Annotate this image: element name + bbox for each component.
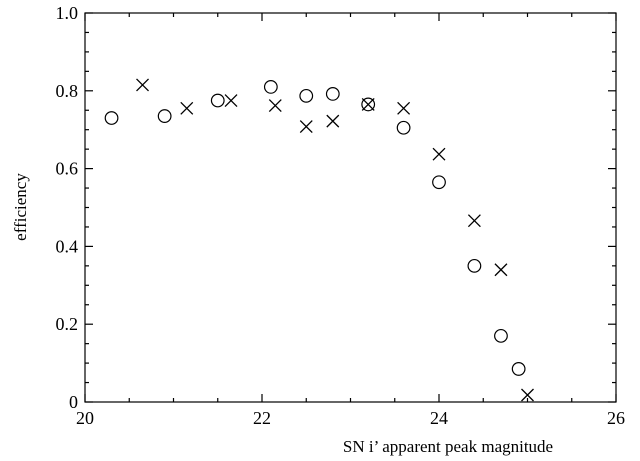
data-point-cross bbox=[224, 94, 238, 107]
axis-tick-labels: 20 22 24 26 0 0.2 0.4 0.6 0.8 1.0 bbox=[56, 3, 626, 428]
axis-ticks bbox=[84, 12, 617, 403]
y-tick-label: 0.2 bbox=[56, 314, 79, 334]
data-point-circle bbox=[104, 111, 119, 125]
data-point-circle bbox=[494, 328, 508, 343]
data-point-cross bbox=[467, 214, 481, 228]
y-tick-label: 0.4 bbox=[56, 236, 79, 256]
x-axis-label: SN i’ apparent peak magnitude bbox=[343, 437, 553, 456]
data-point-circle bbox=[210, 93, 225, 108]
data-point-circle bbox=[396, 120, 411, 135]
y-tick-label: 0.6 bbox=[56, 159, 79, 179]
x-tick-label: 24 bbox=[430, 408, 448, 428]
data-point-circle bbox=[157, 109, 172, 123]
data-point-circle bbox=[325, 87, 340, 101]
y-tick-label: 0 bbox=[69, 392, 78, 412]
data-point-cross bbox=[180, 101, 194, 115]
data-point-circle bbox=[299, 88, 314, 103]
data-point-circle bbox=[432, 175, 446, 190]
plot-frame bbox=[84, 12, 617, 403]
data-point-circle bbox=[467, 258, 482, 273]
data-point-circle bbox=[263, 80, 278, 94]
data-point-cross bbox=[397, 101, 411, 115]
data-point-circle bbox=[361, 97, 376, 112]
y-tick-label: 0.8 bbox=[56, 81, 79, 101]
y-tick-label: 1.0 bbox=[56, 3, 79, 23]
data-point-cross bbox=[361, 97, 375, 111]
y-axis-label: efficiency bbox=[11, 173, 30, 241]
data-point-cross bbox=[326, 114, 340, 128]
x-tick-label: 20 bbox=[76, 408, 94, 428]
data-point-circle bbox=[511, 362, 526, 376]
data-point-cross bbox=[494, 263, 508, 277]
x-tick-label: 26 bbox=[607, 408, 625, 428]
x-tick-label: 22 bbox=[253, 408, 271, 428]
data-point-cross bbox=[299, 120, 313, 134]
data-point-cross bbox=[268, 99, 282, 113]
data-point-cross bbox=[521, 388, 534, 402]
data-point-cross bbox=[136, 78, 149, 92]
data-series bbox=[104, 78, 534, 402]
data-point-cross bbox=[432, 147, 446, 161]
